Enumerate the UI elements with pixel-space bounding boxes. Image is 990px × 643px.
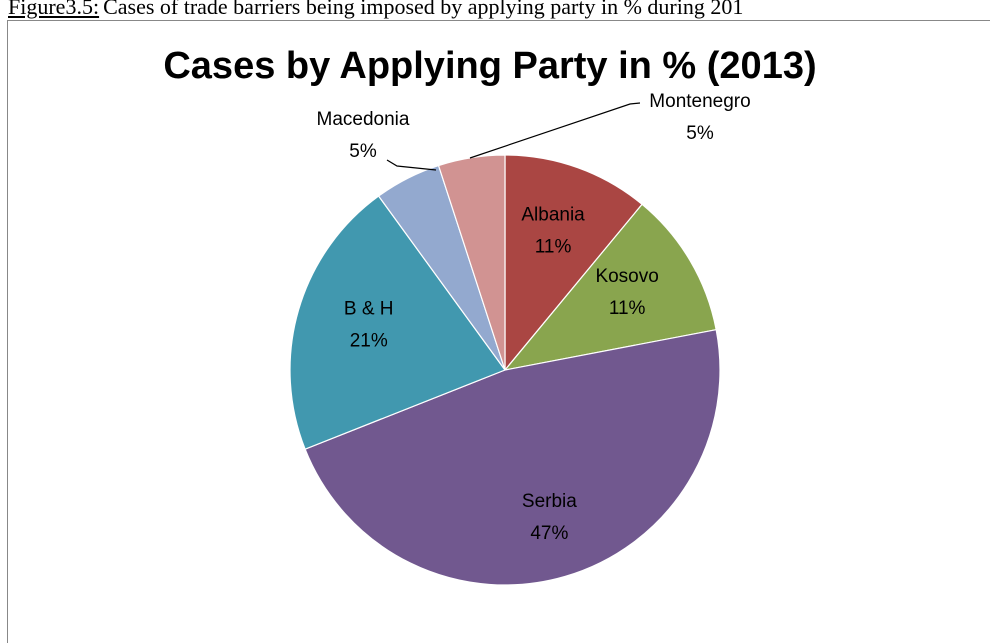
chart-title: Cases by Applying Party in % (2013) <box>163 45 816 87</box>
slice-value-label: 5% <box>349 141 377 162</box>
pie-slice <box>289 195 506 450</box>
caption: Figure3.5: Cases of trade barriers being … <box>8 0 743 20</box>
slice-value-label: 5% <box>686 123 714 144</box>
slice-label: Serbia <box>522 491 577 512</box>
slice-value-label: 21% <box>350 330 388 351</box>
leader-line <box>469 102 641 159</box>
slice-label: Albania <box>521 204 585 225</box>
slice-value-label: 47% <box>530 523 568 544</box>
slice-label: Macedonia <box>317 109 410 130</box>
slice-value-label: 11% <box>609 298 646 319</box>
slice-label: Kosovo <box>595 266 658 287</box>
slice-value-label: 11% <box>535 236 572 257</box>
caption-text: Cases of trade barriers being imposed by… <box>103 0 744 19</box>
pie-slice <box>504 154 643 372</box>
caption-label: Figure3.5: <box>8 0 100 19</box>
pie-slice <box>503 203 717 371</box>
slice-label: Montenegro <box>649 91 750 112</box>
leader-line <box>386 159 437 171</box>
pie-slice <box>304 329 721 586</box>
slice-label: B & H <box>344 298 394 319</box>
chart-frame <box>7 20 990 643</box>
